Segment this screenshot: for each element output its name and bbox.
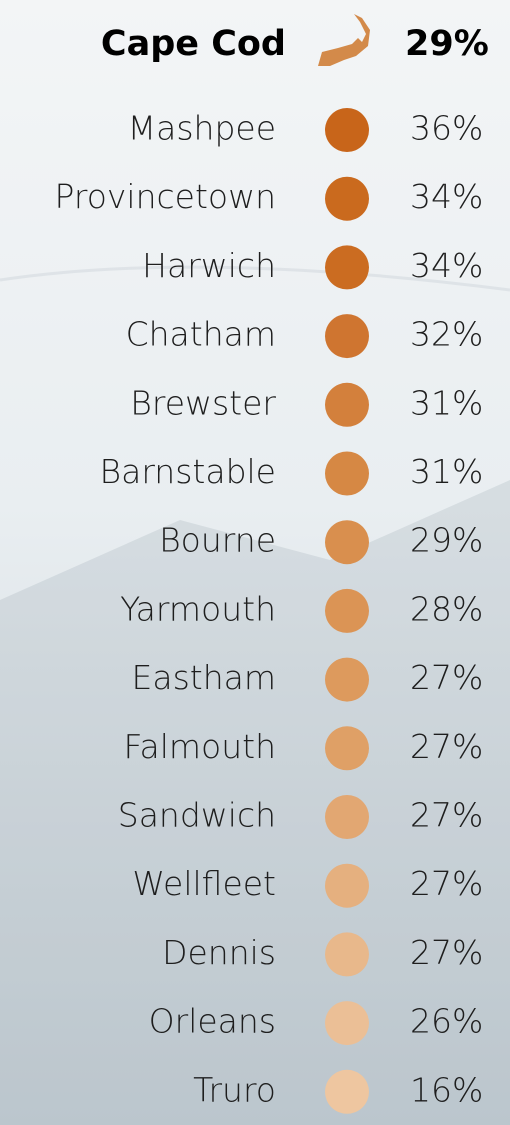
dot bbox=[325, 657, 369, 702]
town-value: 27% bbox=[410, 727, 483, 766]
header-title: Cape Cod bbox=[101, 24, 286, 64]
dot bbox=[325, 795, 369, 839]
dot bbox=[325, 863, 369, 908]
town-name: Provincetown bbox=[55, 177, 276, 216]
town-value: 16% bbox=[410, 1070, 483, 1109]
town-name: Mashpee bbox=[128, 109, 276, 148]
dot bbox=[325, 1069, 369, 1114]
town-name: Yarmouth bbox=[120, 589, 276, 628]
header-value: 29% bbox=[405, 24, 489, 64]
dot bbox=[325, 176, 369, 221]
town-name: Brewster bbox=[130, 383, 276, 422]
town-value: 32% bbox=[410, 315, 483, 354]
dot bbox=[325, 932, 369, 977]
town-name: Dennis bbox=[162, 933, 276, 972]
dot bbox=[325, 588, 369, 633]
town-value: 31% bbox=[410, 383, 483, 422]
town-name: Orleans bbox=[149, 1002, 276, 1041]
dot bbox=[325, 451, 369, 496]
town-value: 27% bbox=[410, 933, 483, 972]
town-name: Eastham bbox=[132, 658, 277, 697]
town-value: 26% bbox=[410, 1002, 483, 1041]
town-name: Wellfleet bbox=[132, 864, 276, 903]
cape-cod-map-icon bbox=[318, 14, 370, 66]
dot bbox=[325, 314, 369, 359]
dot bbox=[325, 108, 369, 152]
town-value: 27% bbox=[410, 864, 483, 903]
town-value: 36% bbox=[410, 109, 483, 148]
town-value: 27% bbox=[410, 658, 483, 697]
town-value: 28% bbox=[410, 589, 483, 628]
town-value: 27% bbox=[410, 796, 483, 835]
town-name: Bourne bbox=[159, 521, 276, 560]
town-value: 29% bbox=[410, 521, 483, 560]
town-name: Truro bbox=[193, 1070, 276, 1109]
town-name: Falmouth bbox=[124, 727, 276, 766]
town-value: 34% bbox=[410, 246, 483, 285]
town-name: Harwich bbox=[142, 246, 276, 285]
town-name: Chatham bbox=[126, 315, 276, 354]
town-name: Sandwich bbox=[118, 796, 276, 835]
town-value: 31% bbox=[410, 452, 483, 491]
dot bbox=[325, 245, 369, 290]
dot bbox=[325, 1001, 369, 1046]
dot bbox=[325, 726, 369, 771]
town-name: Barnstable bbox=[99, 452, 276, 491]
dot bbox=[325, 382, 369, 427]
town-value: 34% bbox=[410, 177, 483, 216]
background-house bbox=[0, 265, 510, 1125]
dot bbox=[325, 520, 369, 565]
